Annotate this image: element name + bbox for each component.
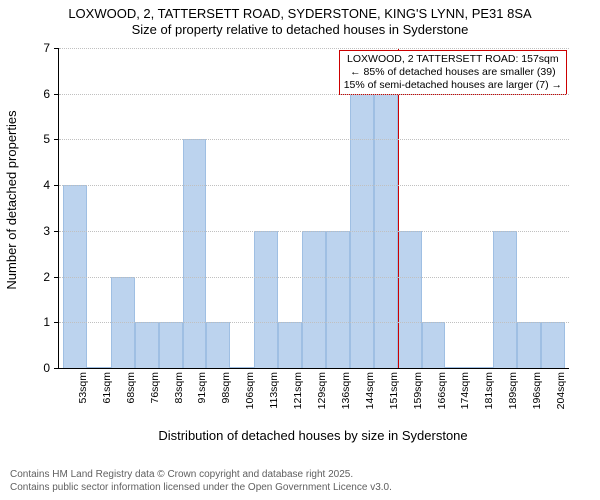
plot-area: LOXWOOD, 2 TATTERSETT ROAD: 157sqm ← 85%… [58,48,569,369]
x-axis-label: Distribution of detached houses by size … [58,428,568,443]
x-tick-label: 91sqm [196,372,208,422]
bar [159,322,183,368]
callout-line1: LOXWOOD, 2 TATTERSETT ROAD: 157sqm [344,53,562,66]
x-tick-label: 196sqm [531,372,543,422]
y-tick-label: 1 [0,315,50,329]
bar [254,231,278,368]
callout-line3: 15% of semi-detached houses are larger (… [344,79,562,92]
x-tick-label: 129sqm [316,372,328,422]
marker-line [398,48,399,368]
title-line2: Size of property relative to detached ho… [0,22,600,38]
x-tick-label: 68sqm [125,372,137,422]
x-tick-label: 151sqm [388,372,400,422]
x-tick-label: 136sqm [340,372,352,422]
x-tick-label: 166sqm [436,372,448,422]
bar [87,367,111,368]
bar [469,367,493,368]
footer-line1: Contains HM Land Registry data © Crown c… [10,469,392,482]
x-tick-label: 113sqm [268,372,280,422]
x-tick-label: 76sqm [149,372,161,422]
bars-container [59,48,569,368]
x-tick-label: 121sqm [292,372,304,422]
x-tick-label: 144sqm [364,372,376,422]
y-tick-label: 3 [0,224,50,238]
x-tick-label: 174sqm [459,372,471,422]
bar [326,231,350,368]
bar [135,322,159,368]
chart-area: Number of detached properties 01234567 L… [0,40,600,450]
callout-line2: ← 85% of detached houses are smaller (39… [344,66,562,79]
bar [398,231,422,368]
bar [445,367,469,368]
bar [183,139,207,368]
bar [230,367,254,368]
y-tick-label: 2 [0,270,50,284]
bar [517,322,541,368]
x-tick-label: 159sqm [412,372,424,422]
y-tick-label: 5 [0,132,50,146]
bar [493,231,517,368]
x-tick-label: 181sqm [483,372,495,422]
x-tick-label: 106sqm [244,372,256,422]
bar [422,322,446,368]
title-line1: LOXWOOD, 2, TATTERSETT ROAD, SYDERSTONE,… [0,6,600,22]
x-tick-label: 61sqm [101,372,113,422]
y-tick-label: 4 [0,178,50,192]
bar [206,322,230,368]
footer-line2: Contains public sector information licen… [10,482,392,495]
bar [302,231,326,368]
chart-title: LOXWOOD, 2, TATTERSETT ROAD, SYDERSTONE,… [0,0,600,39]
x-tick-label: 83sqm [173,372,185,422]
x-tick-label: 98sqm [220,372,232,422]
bar [278,322,302,368]
footer-attribution: Contains HM Land Registry data © Crown c… [10,469,392,494]
x-tick-label: 53sqm [77,372,89,422]
y-tick-label: 6 [0,87,50,101]
marker-callout: LOXWOOD, 2 TATTERSETT ROAD: 157sqm ← 85%… [339,50,567,95]
y-tick-label: 0 [0,361,50,375]
bar [541,322,565,368]
x-tick-label: 189sqm [507,372,519,422]
y-tick-label: 7 [0,41,50,55]
x-tick-label: 204sqm [555,372,567,422]
